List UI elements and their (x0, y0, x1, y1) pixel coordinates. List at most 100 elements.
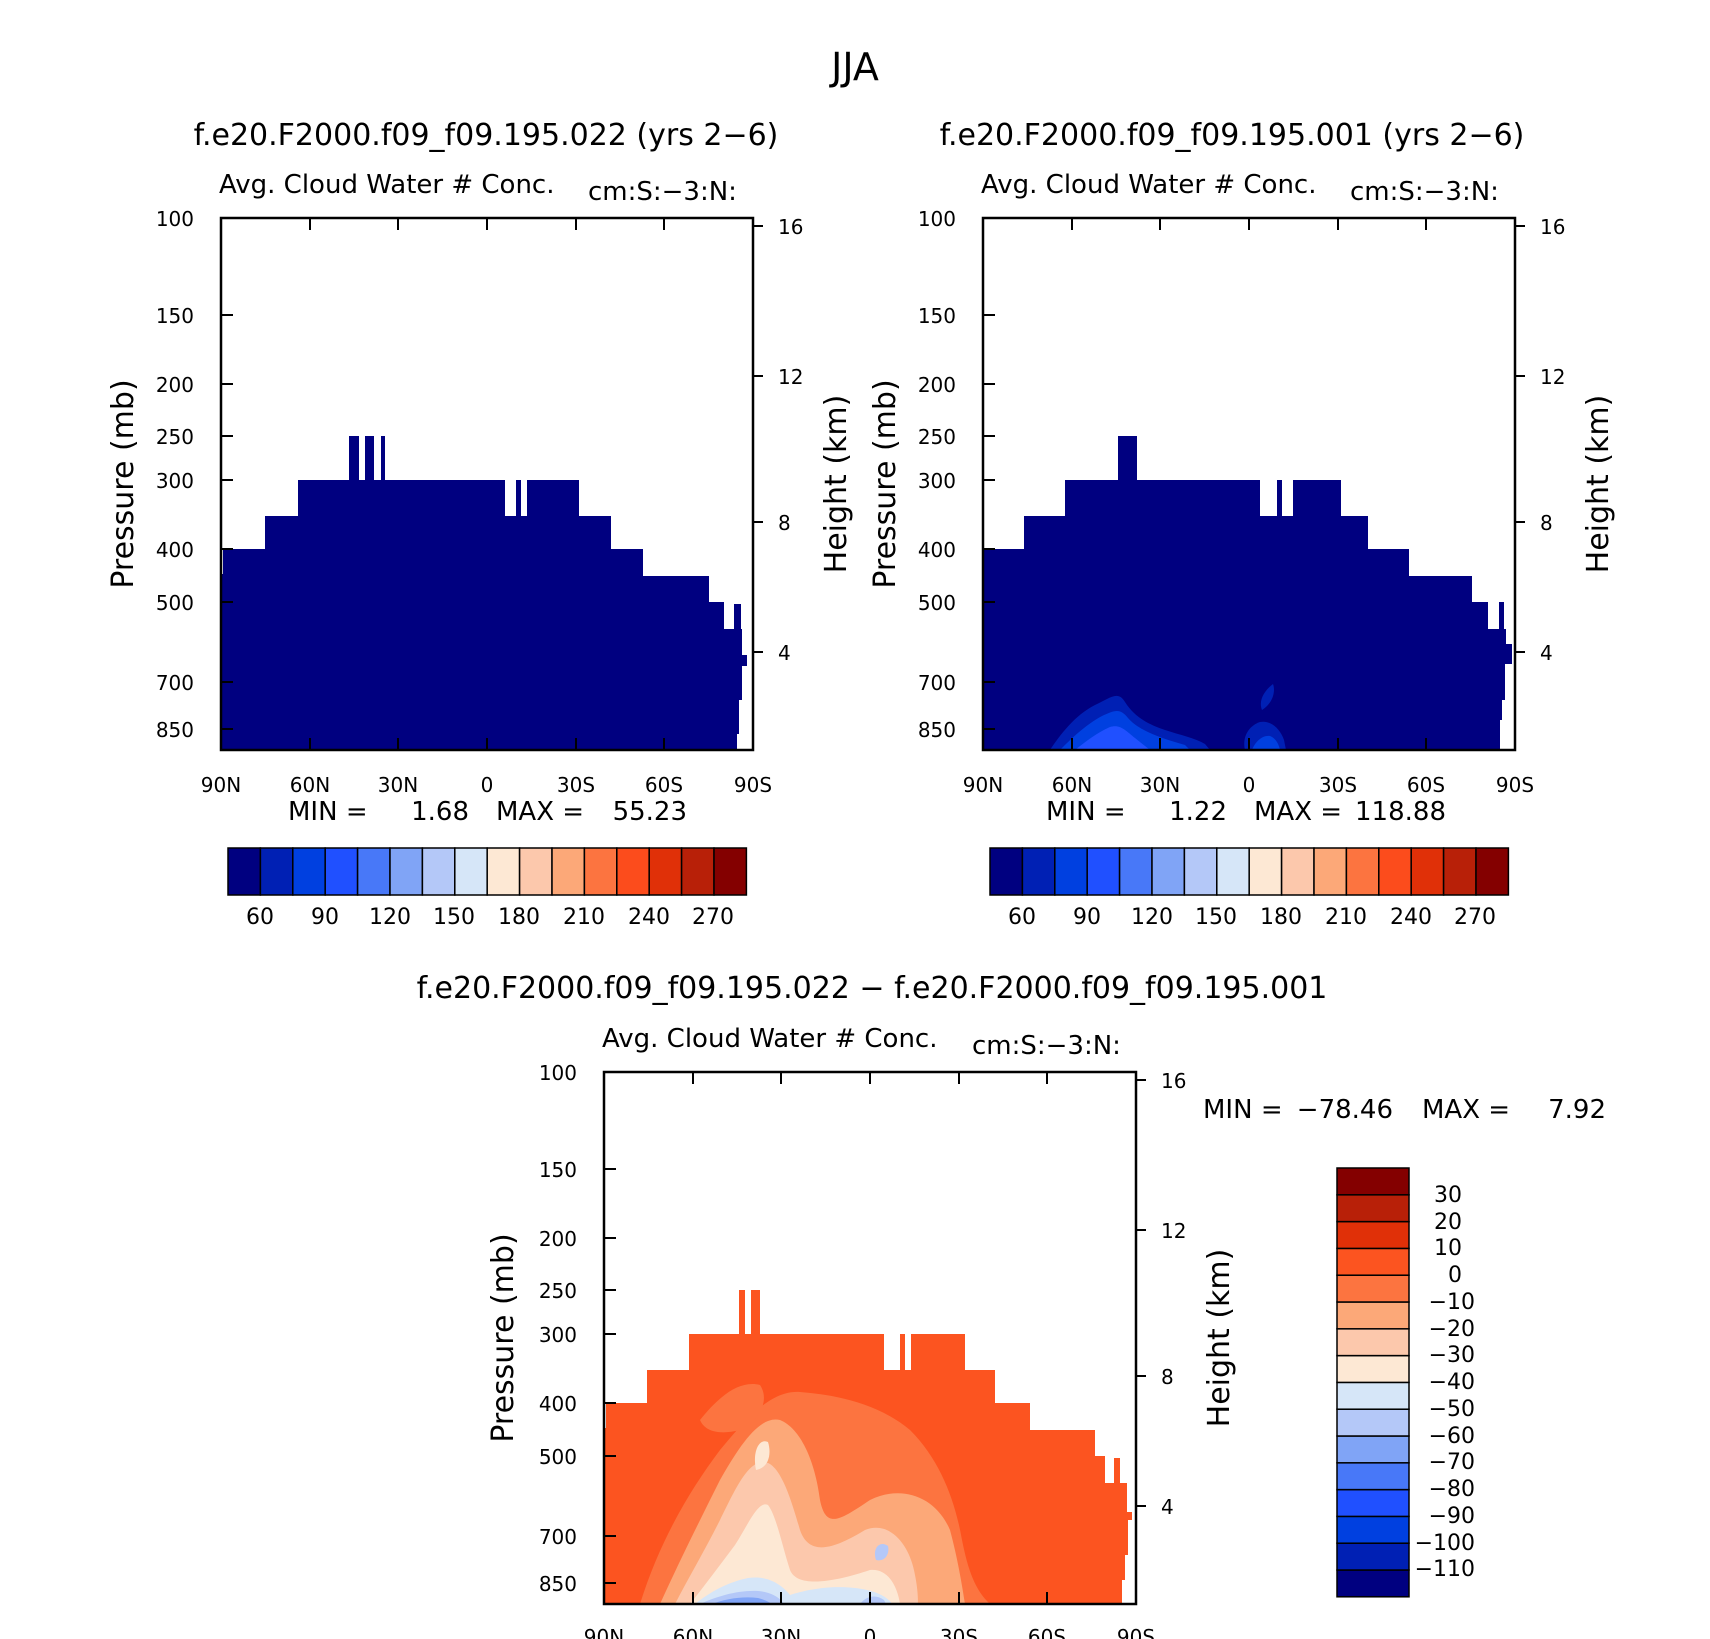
max-value: 55.23 (613, 797, 687, 827)
colorbar-box (1313, 847, 1348, 896)
colorbar-box (583, 847, 618, 896)
max-label: MAX = (1422, 1095, 1510, 1125)
y-axis-left: 100 150 200 250 300 400 500 700 850 Pres… (486, 1061, 616, 1596)
panel-left-variable: Avg. Cloud Water # Conc. (219, 170, 555, 200)
colorbar-box (713, 847, 748, 896)
min-max-readout: MIN = −78.46 MAX = 7.92 (1203, 1095, 1606, 1125)
colorbar-box (1336, 1515, 1410, 1544)
x-tick-label: 0 (864, 1625, 877, 1639)
colorbar-box (1336, 1408, 1410, 1437)
colorbar-label: 90 (1073, 905, 1101, 930)
y-tick-label: 100 (539, 1061, 577, 1085)
x-tick-label: 90S (734, 773, 772, 797)
y-tick-label: 250 (156, 425, 194, 449)
y-tick-label: 850 (918, 718, 956, 742)
colorbar-box (1336, 1194, 1410, 1223)
x-tick-label: 30S (940, 1625, 978, 1639)
panel-left-title: f.e20.F2000.f09_f09.195.022 (yrs 2−6) (194, 118, 779, 153)
colorbar-box (1378, 847, 1412, 896)
x-tick-label: 0 (481, 773, 494, 797)
colorbar-label: −100 (1415, 1531, 1475, 1556)
x-tick-label: 60S (1407, 773, 1445, 797)
y-tick-label: 850 (539, 1572, 577, 1596)
x-tick-label: 30N (1140, 773, 1180, 797)
x-tick-label: 30N (378, 773, 418, 797)
colorbar-label: 270 (1454, 905, 1496, 930)
max-label: MAX = (1254, 797, 1342, 827)
colorbar-label: 120 (1131, 905, 1173, 930)
y-tick-label: 500 (918, 591, 956, 615)
y-axis-left: 100 150 200 250 300 400 500 700 850 Pres… (106, 207, 233, 742)
y-tick-label: 200 (918, 373, 956, 397)
x-tick-label: 60N (1052, 773, 1092, 797)
colorbar-boxes (989, 847, 1510, 896)
cloud-field-spike (381, 436, 385, 480)
min-value: −78.46 (1297, 1095, 1393, 1125)
x-axis: 90N 60N 30N 0 30S 60S 90S (201, 218, 772, 797)
colorbar-box (1475, 847, 1510, 896)
y-axis-title: Pressure (mb) (868, 379, 903, 588)
colorbar-label: 30 (1434, 1183, 1462, 1208)
diff-contour (700, 1384, 764, 1433)
colorbar-box (1248, 847, 1283, 896)
x-tick-label: 90N (963, 773, 1003, 797)
panel-right-field (983, 436, 1512, 750)
x-tick-label: 60N (673, 1625, 713, 1639)
diff-contour (712, 1597, 772, 1604)
max-value: 7.92 (1548, 1095, 1606, 1125)
y-right-tick-label: 4 (1161, 1495, 1174, 1519)
colorbar-label: 270 (692, 905, 734, 930)
colorbar-label: 90 (311, 905, 339, 930)
y-axis-right: 16 12 8 4 Height (km) (753, 215, 854, 665)
colorbar-label: 180 (1260, 905, 1302, 930)
figure-title: JJA (829, 45, 879, 89)
colorbar-label: −90 (1429, 1504, 1475, 1529)
cloud-enhancement (1260, 684, 1274, 710)
colorbar-vertical: 30 20 10 0 −10 −20 −30 −40 −50 −60 −70 −… (1336, 1167, 1475, 1598)
colorbar-label: 210 (563, 905, 605, 930)
x-tick-label: 60S (1028, 1625, 1066, 1639)
colorbar-box (1336, 1220, 1410, 1250)
colorbar-box (1336, 1569, 1410, 1598)
y-right-axis-title: Height (km) (1581, 395, 1616, 574)
x-tick-label: 90N (201, 773, 241, 797)
colorbar-box (1442, 847, 1477, 896)
cloud-field-spike (349, 436, 359, 480)
max-label: MAX = (496, 797, 584, 827)
y-tick-label: 850 (156, 718, 194, 742)
diff-field-spike (739, 1290, 745, 1334)
colorbar-box (989, 847, 1024, 896)
colorbar-box (616, 847, 650, 896)
colorbar-label: 150 (433, 905, 475, 930)
x-tick-label: 90S (1117, 1625, 1155, 1639)
colorbar-box (486, 847, 521, 896)
y-tick-label: 500 (539, 1445, 577, 1469)
colorbar-box (259, 847, 294, 896)
x-tick-label: 60N (290, 773, 330, 797)
y-tick-label: 200 (156, 373, 194, 397)
x-tick-label: 30S (1319, 773, 1357, 797)
y-tick-label: 300 (918, 469, 956, 493)
colorbar-box (1216, 847, 1250, 896)
panel-left: f.e20.F2000.f09_f09.195.022 (yrs 2−6) Av… (106, 118, 854, 930)
y-tick-label: 150 (539, 1158, 577, 1182)
panel-diff-units: cm:S:−3:N: (972, 1031, 1121, 1061)
colorbar-label: 60 (246, 905, 274, 930)
y-right-tick-label: 16 (1161, 1069, 1186, 1093)
cloud-enhancement (1075, 726, 1150, 750)
colorbar-box (648, 847, 683, 896)
colorbar-box (1336, 1167, 1410, 1196)
panel-right-variable: Avg. Cloud Water # Conc. (981, 170, 1317, 200)
colorbar-box (454, 847, 488, 896)
y-tick-label: 700 (156, 671, 194, 695)
y-right-tick-label: 8 (1540, 511, 1553, 535)
y-tick-label: 400 (539, 1392, 577, 1416)
panel-diff: f.e20.F2000.f09_f09.195.022 − f.e20.F200… (417, 971, 1606, 1639)
y-right-tick-label: 16 (1540, 215, 1565, 239)
cloud-field-region (983, 436, 1512, 750)
colorbar-box (1054, 847, 1088, 896)
colorbar-box (1336, 1354, 1410, 1384)
diff-contour (690, 1504, 900, 1604)
colorbar-box (680, 847, 715, 896)
